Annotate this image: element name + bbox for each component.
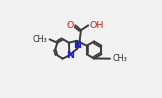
Text: O: O — [66, 21, 74, 30]
Text: CH₃: CH₃ — [32, 35, 47, 44]
Text: N: N — [73, 41, 81, 50]
Text: CH₃: CH₃ — [112, 54, 127, 63]
Text: N: N — [66, 51, 74, 60]
Text: OH: OH — [90, 21, 104, 30]
